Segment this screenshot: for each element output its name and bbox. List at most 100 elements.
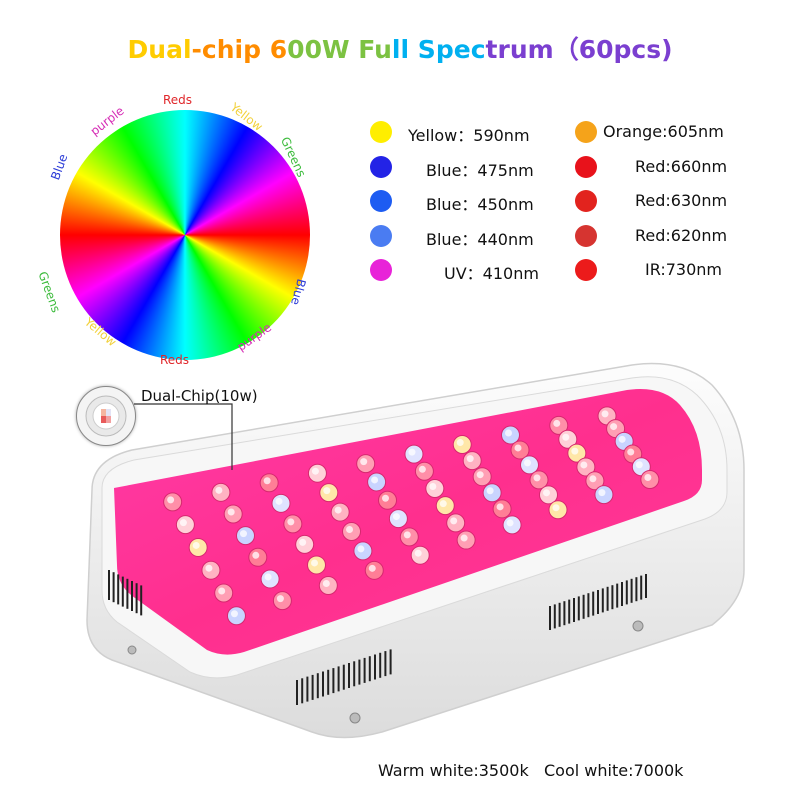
led-highlight (276, 595, 284, 603)
legend-row: UV：410nm (370, 259, 550, 283)
led-highlight (368, 564, 376, 572)
dual-chip-callout-icon (76, 386, 136, 446)
color-temperature-label: Warm white:3500k Cool white:7000k (378, 761, 684, 780)
led-highlight (450, 517, 458, 525)
red-swatch (575, 190, 597, 212)
led-highlight (346, 525, 354, 533)
led-highlight (601, 410, 609, 418)
blue-swatch (370, 190, 392, 212)
led-highlight (418, 465, 426, 473)
color-wheel-diagram: Reds Yellow Greens Blue purple Reds Yell… (35, 90, 330, 380)
orange-swatch (575, 121, 597, 143)
legend-label: Red:660nm (635, 157, 728, 176)
legend-label: UV：410nm (444, 264, 539, 283)
led-highlight (514, 444, 522, 452)
led-highlight (644, 473, 652, 481)
led-highlight (218, 587, 226, 595)
led-array (163, 406, 660, 626)
led-highlight (456, 439, 464, 447)
led-highlight (553, 419, 561, 427)
legend-row: Blue：450nm (370, 190, 550, 214)
led-highlight (562, 433, 570, 441)
led-highlight (439, 500, 447, 508)
led-highlight (382, 494, 389, 502)
led-highlight (552, 504, 560, 512)
led-highlight (299, 538, 307, 546)
led-highlight (263, 477, 271, 485)
led-highlight (486, 487, 494, 495)
led-highlight (205, 564, 213, 572)
led-highlight (371, 476, 379, 484)
legend-row: Red:660nm (575, 156, 755, 180)
led-highlight (466, 455, 474, 463)
page-title: Dual-chip 600W Full Spectrum（60pcs) (0, 30, 800, 66)
led-highlight (311, 467, 319, 475)
wheel-label-reds-bottom: Reds (160, 353, 190, 367)
title-main: Dual-chip 600W Full Spectrum (127, 35, 554, 64)
led-highlight (524, 459, 531, 467)
led-highlight (506, 519, 514, 527)
legend-label: IR:730nm (645, 260, 722, 279)
led-highlight (192, 541, 200, 549)
title-count: （60pcs) (553, 35, 673, 64)
led-highlight (179, 519, 187, 527)
led-highlight (215, 486, 223, 494)
red-swatch (575, 225, 597, 247)
led-highlight (589, 475, 597, 483)
led-highlight (357, 545, 365, 553)
led-highlight (533, 474, 541, 482)
yellow-swatch (370, 121, 392, 143)
led-highlight (505, 429, 512, 437)
screw-icon (127, 645, 137, 655)
legend-label: Orange:605nm (603, 122, 724, 141)
legend-label: Yellow：590nm (408, 126, 530, 145)
legend-row: Red:630nm (575, 190, 755, 214)
led-highlight (322, 579, 330, 587)
legend-row: Yellow：590nm (370, 121, 550, 145)
legend-label: Red:620nm (635, 226, 728, 245)
led-highlight (252, 551, 260, 559)
led-highlight (227, 508, 235, 516)
ir-swatch (575, 259, 597, 281)
screw-icon (349, 712, 361, 724)
led-highlight (429, 482, 437, 490)
led-highlight (408, 448, 416, 456)
led-highlight (360, 458, 368, 466)
led-highlight (627, 448, 635, 456)
legend-label: Red:630nm (635, 191, 728, 210)
blue-swatch (370, 225, 392, 247)
legend-row: IR:730nm (575, 259, 755, 283)
screw-icon (632, 620, 644, 632)
led-highlight (635, 461, 643, 469)
red-swatch (575, 156, 597, 178)
led-highlight (571, 447, 579, 455)
led-highlight (334, 506, 342, 514)
legend-row: Blue：440nm (370, 225, 550, 249)
led-highlight (618, 435, 626, 443)
grow-light-panel (86, 362, 745, 739)
led-highlight (580, 461, 588, 469)
legend-label: Blue：450nm (426, 195, 534, 214)
led-highlight (264, 573, 272, 581)
uv-swatch (370, 259, 392, 281)
led-highlight (610, 423, 618, 431)
led-highlight (167, 496, 175, 504)
led-highlight (476, 471, 484, 479)
led-highlight (460, 534, 468, 542)
led-highlight (323, 487, 331, 495)
led-highlight (230, 610, 238, 618)
legend-row: Blue：475nm (370, 156, 550, 180)
led-highlight (311, 559, 318, 567)
led-panel (114, 389, 702, 655)
color-wheel (60, 110, 310, 360)
led-highlight (598, 489, 606, 497)
led-highlight (240, 530, 247, 538)
vent-slots (108, 570, 647, 705)
led-highlight (275, 497, 283, 505)
legend-label: Blue：475nm (426, 161, 534, 180)
led-highlight (403, 531, 411, 539)
led-highlight (414, 549, 422, 557)
led-highlight (496, 503, 504, 511)
blue-swatch (370, 156, 392, 178)
